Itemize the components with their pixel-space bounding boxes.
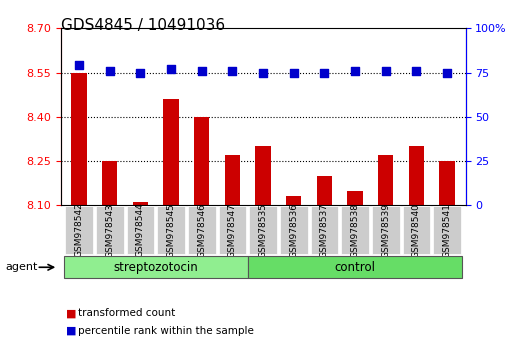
Text: GSM978546: GSM978546 xyxy=(197,202,206,258)
Bar xyxy=(316,176,331,205)
FancyBboxPatch shape xyxy=(64,256,247,278)
Bar xyxy=(194,117,209,205)
FancyBboxPatch shape xyxy=(247,256,462,278)
FancyBboxPatch shape xyxy=(402,206,429,254)
Point xyxy=(136,70,144,75)
FancyBboxPatch shape xyxy=(65,206,93,254)
Text: GSM978540: GSM978540 xyxy=(411,202,420,258)
Point xyxy=(442,70,450,75)
Text: control: control xyxy=(334,261,375,274)
Point xyxy=(289,70,297,75)
FancyBboxPatch shape xyxy=(432,206,460,254)
Text: ■: ■ xyxy=(66,308,76,318)
Bar xyxy=(377,155,393,205)
Text: GSM978547: GSM978547 xyxy=(228,202,236,258)
Point xyxy=(106,68,114,74)
Text: GSM978536: GSM978536 xyxy=(289,202,297,258)
Point xyxy=(381,68,389,74)
Text: ■: ■ xyxy=(66,326,76,336)
Text: GSM978538: GSM978538 xyxy=(350,202,359,258)
Point xyxy=(197,68,206,74)
FancyBboxPatch shape xyxy=(310,206,337,254)
FancyBboxPatch shape xyxy=(279,206,307,254)
Point xyxy=(350,68,359,74)
Text: GDS4845 / 10491036: GDS4845 / 10491036 xyxy=(61,18,224,33)
Text: GSM978542: GSM978542 xyxy=(74,203,83,257)
FancyBboxPatch shape xyxy=(126,206,154,254)
Bar xyxy=(408,146,423,205)
Text: GSM978539: GSM978539 xyxy=(381,202,389,258)
Point xyxy=(75,63,83,68)
FancyBboxPatch shape xyxy=(188,206,215,254)
Point xyxy=(228,68,236,74)
Text: GSM978537: GSM978537 xyxy=(319,202,328,258)
Text: percentile rank within the sample: percentile rank within the sample xyxy=(78,326,254,336)
Bar xyxy=(438,161,454,205)
FancyBboxPatch shape xyxy=(218,206,246,254)
Bar xyxy=(224,155,240,205)
Bar xyxy=(285,196,301,205)
Bar xyxy=(255,146,270,205)
Bar xyxy=(71,73,87,205)
Bar xyxy=(347,190,362,205)
Text: GSM978544: GSM978544 xyxy=(136,203,144,257)
Bar xyxy=(163,99,178,205)
Bar xyxy=(132,202,148,205)
Text: GSM978541: GSM978541 xyxy=(442,202,451,258)
Point xyxy=(412,68,420,74)
Point xyxy=(320,70,328,75)
Bar xyxy=(102,161,117,205)
FancyBboxPatch shape xyxy=(249,206,276,254)
Point xyxy=(259,70,267,75)
Text: streptozotocin: streptozotocin xyxy=(113,261,198,274)
FancyBboxPatch shape xyxy=(157,206,184,254)
FancyBboxPatch shape xyxy=(371,206,399,254)
Text: GSM978543: GSM978543 xyxy=(105,202,114,258)
Text: transformed count: transformed count xyxy=(78,308,175,318)
Text: GSM978545: GSM978545 xyxy=(166,202,175,258)
FancyBboxPatch shape xyxy=(341,206,368,254)
FancyBboxPatch shape xyxy=(96,206,123,254)
Point xyxy=(167,66,175,72)
Text: GSM978535: GSM978535 xyxy=(258,202,267,258)
Text: agent: agent xyxy=(5,262,37,272)
